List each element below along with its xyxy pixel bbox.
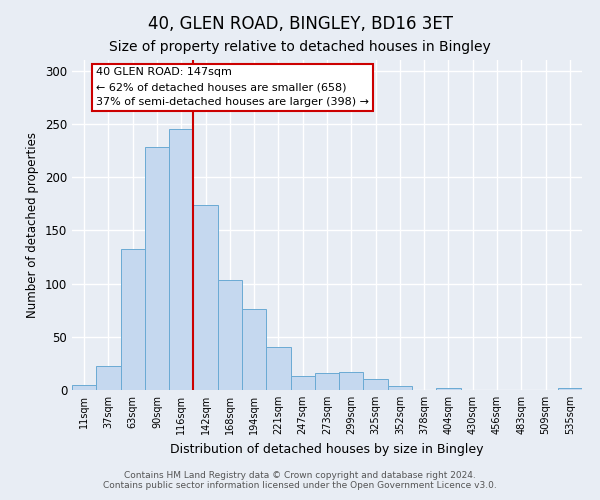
Bar <box>193 205 218 390</box>
Text: Contains HM Land Registry data © Crown copyright and database right 2024.
Contai: Contains HM Land Registry data © Crown c… <box>103 470 497 490</box>
Bar <box>145 148 169 390</box>
Bar <box>242 309 266 390</box>
Y-axis label: Number of detached properties: Number of detached properties <box>26 132 40 318</box>
Text: Size of property relative to detached houses in Bingley: Size of property relative to detached ho… <box>109 40 491 54</box>
Bar <box>364 380 388 390</box>
Bar <box>388 386 412 390</box>
Bar <box>339 372 364 390</box>
Bar <box>72 384 96 390</box>
Bar <box>169 129 193 390</box>
Text: 40, GLEN ROAD, BINGLEY, BD16 3ET: 40, GLEN ROAD, BINGLEY, BD16 3ET <box>148 15 452 33</box>
Bar <box>266 348 290 390</box>
Bar <box>436 388 461 390</box>
Bar <box>121 250 145 390</box>
Bar <box>290 376 315 390</box>
Bar <box>315 373 339 390</box>
X-axis label: Distribution of detached houses by size in Bingley: Distribution of detached houses by size … <box>170 442 484 456</box>
Text: 40 GLEN ROAD: 147sqm
← 62% of detached houses are smaller (658)
37% of semi-deta: 40 GLEN ROAD: 147sqm ← 62% of detached h… <box>96 68 369 107</box>
Bar <box>96 366 121 390</box>
Bar <box>558 388 582 390</box>
Bar <box>218 280 242 390</box>
